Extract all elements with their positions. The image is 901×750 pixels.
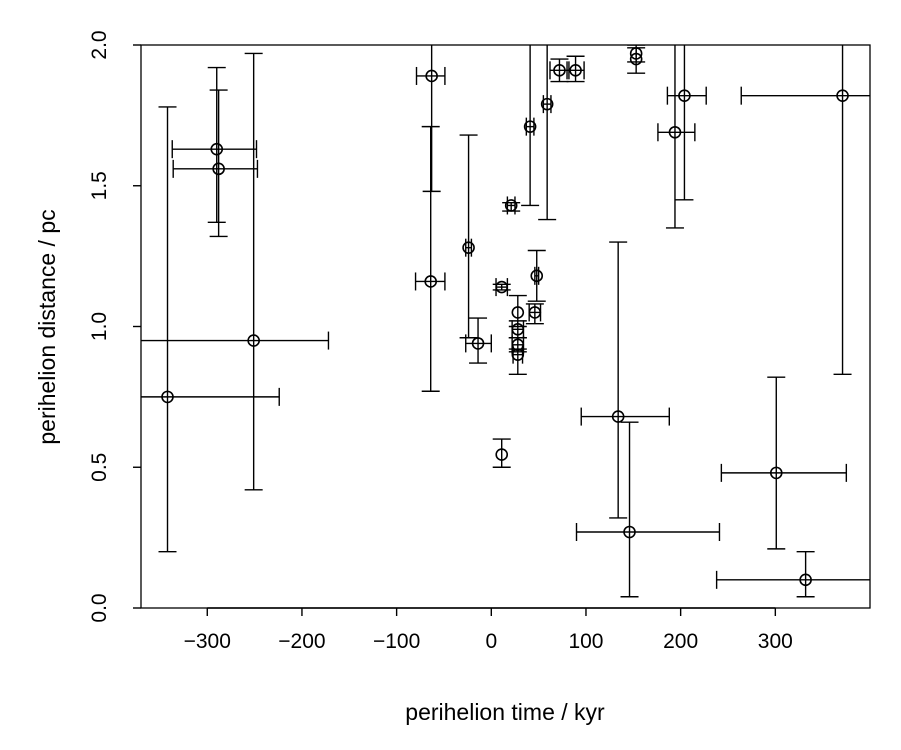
x-axis: −300 −200 −100 0 100 200 300 xyxy=(184,607,793,653)
plot-frame xyxy=(140,44,871,609)
data-point xyxy=(511,323,525,336)
data-point-group xyxy=(172,89,259,238)
data-point-group xyxy=(459,134,478,339)
x-tick-label: 100 xyxy=(568,630,603,653)
y-axis-label: perihelion distance / pc xyxy=(34,209,60,444)
data-point xyxy=(471,337,485,350)
x-axis-label: perihelion time / kyr xyxy=(405,699,605,725)
data-point-group xyxy=(492,278,511,297)
data-layer xyxy=(141,45,870,598)
data-point xyxy=(553,64,566,77)
data-point-group xyxy=(549,58,570,83)
data-point-group xyxy=(720,376,848,550)
data-point-group xyxy=(575,421,721,598)
data-point xyxy=(629,52,643,66)
data-point-group xyxy=(525,303,544,325)
data-point xyxy=(569,64,582,77)
data-point-group xyxy=(508,320,527,339)
data-point xyxy=(769,466,783,480)
data-point-group xyxy=(492,438,511,468)
x-tick-label: 300 xyxy=(758,630,793,653)
x-tick-label: 0 xyxy=(485,630,497,653)
data-point xyxy=(511,348,525,361)
data-point xyxy=(247,334,260,347)
x-tick-label: −200 xyxy=(278,630,325,653)
x-tick-label: 200 xyxy=(663,630,698,653)
data-point-group xyxy=(141,106,280,553)
data-point xyxy=(530,269,544,283)
data-point xyxy=(623,525,636,539)
y-tick-label: 0.0 xyxy=(88,593,111,622)
y-tick-label: 2.0 xyxy=(88,30,111,59)
data-point xyxy=(495,280,509,294)
data-point xyxy=(425,69,438,83)
data-point-group xyxy=(508,345,527,376)
data-point-group xyxy=(627,47,646,74)
data-point-group xyxy=(715,551,870,598)
data-point xyxy=(424,275,438,288)
y-tick-label: 0.5 xyxy=(88,453,111,482)
data-point xyxy=(668,125,682,139)
data-point xyxy=(611,410,625,423)
data-point xyxy=(504,199,518,212)
data-point-group xyxy=(171,66,258,224)
y-tick-label: 1.0 xyxy=(88,312,111,341)
data-point-group xyxy=(740,45,870,376)
data-point-group xyxy=(566,55,585,83)
data-point-group xyxy=(538,45,557,221)
data-point-group xyxy=(415,45,446,193)
data-point-group xyxy=(465,317,492,364)
data-point-group xyxy=(141,52,330,491)
data-point-group xyxy=(580,241,670,519)
data-point xyxy=(511,306,525,319)
x-tick-label: −100 xyxy=(373,630,420,653)
data-point xyxy=(495,448,509,461)
data-point-group xyxy=(521,45,540,207)
data-point xyxy=(540,97,554,111)
data-point-group xyxy=(527,249,546,302)
data-point xyxy=(836,89,849,102)
data-point-group xyxy=(502,196,521,215)
y-axis: 0.0 0.5 1.0 1.5 2.0 xyxy=(88,30,141,623)
data-point xyxy=(212,162,225,176)
data-point xyxy=(161,390,174,404)
data-point xyxy=(528,306,542,319)
data-point-group xyxy=(657,45,696,229)
data-point xyxy=(678,89,691,102)
data-point xyxy=(210,142,224,156)
data-point xyxy=(462,241,475,254)
data-point-group xyxy=(414,125,446,392)
data-point-group xyxy=(666,45,707,201)
y-tick-label: 1.5 xyxy=(88,171,111,200)
data-point xyxy=(523,120,537,133)
x-tick-label: −300 xyxy=(184,630,231,653)
data-point xyxy=(799,573,812,587)
